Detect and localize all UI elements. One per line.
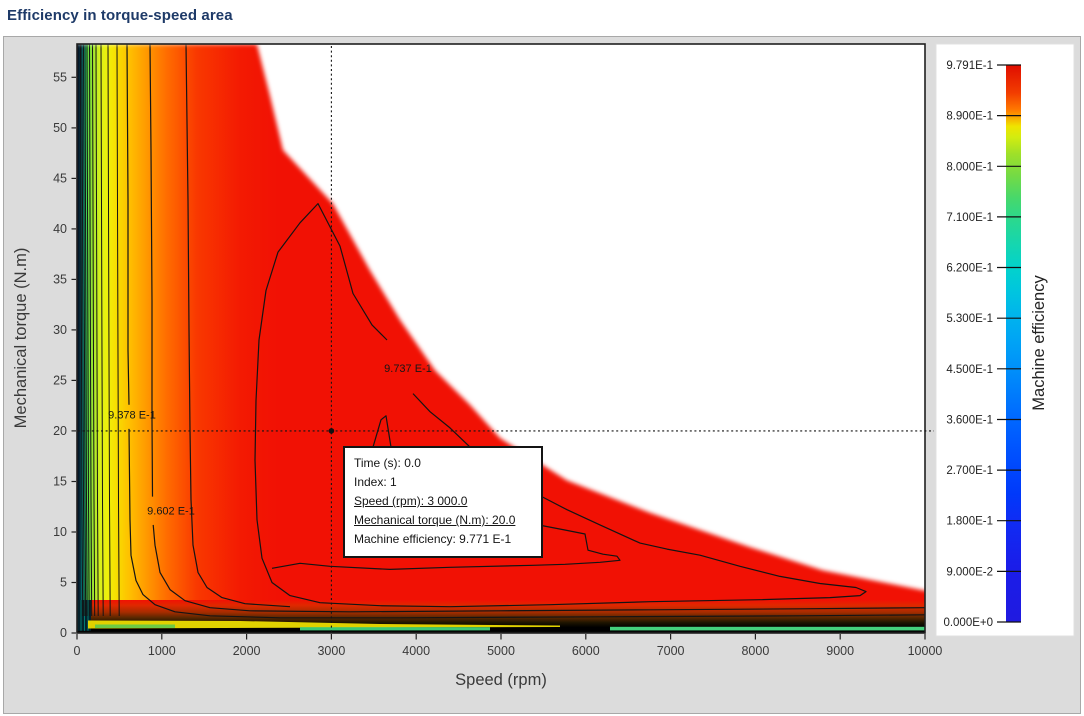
minor-contour-line <box>95 44 99 617</box>
yellow-band <box>88 620 560 629</box>
colorbar-tick-label: 3.600E-1 <box>946 415 993 427</box>
minor-contour-line <box>81 44 85 617</box>
colorbar-gradient <box>1006 65 1021 622</box>
x-tick-label: 8000 <box>741 644 769 658</box>
y-tick-label: 15 <box>53 475 67 489</box>
colorbar-tick-label: 8.900E-1 <box>946 111 993 123</box>
x-tick-label: 0 <box>74 644 81 658</box>
minor-contour-line <box>116 44 120 617</box>
out-of-envelope-region <box>77 44 925 591</box>
contour-line <box>271 523 621 571</box>
low-speed-gradient-band <box>77 44 277 633</box>
tooltip-line: Time (s): 0.0 <box>354 456 421 470</box>
efficiency-field[interactable]: 9.378 E-1 9.602 E-1 9.737 E-1 <box>70 16 960 635</box>
contour-line <box>372 415 392 448</box>
contour-line <box>126 44 130 405</box>
colorbar-tick-label: 6.200E-1 <box>946 263 993 275</box>
contour-label: 9.737 E-1 <box>384 363 432 375</box>
y-tick-label: 10 <box>53 525 67 539</box>
minor-contour-line <box>86 44 90 617</box>
contour-line <box>152 524 925 613</box>
contour-line <box>185 44 291 608</box>
colorbar-tick-label: 7.100E-1 <box>946 212 993 224</box>
colorbar-tick-label: 4.500E-1 <box>946 364 993 376</box>
x-tick-label: 10000 <box>908 644 943 658</box>
contour-line <box>128 428 925 619</box>
x-tick-label: 5000 <box>487 644 515 658</box>
y-tick-label: 40 <box>53 222 67 236</box>
colorbar-tick-label: 0.000E+0 <box>943 617 993 629</box>
minor-contour-line <box>89 44 93 617</box>
y-tick-label: 55 <box>53 71 67 85</box>
minor-contour-line <box>83 44 87 617</box>
colorbar-tick-label: 9.791E-1 <box>946 60 993 72</box>
x-tick-label: 2000 <box>233 644 261 658</box>
tooltip-line: Mechanical torque (N.m): 20.0 <box>354 513 516 527</box>
y-axis-title: Mechanical torque (N.m) <box>12 248 30 429</box>
colorbar-tick-label: 2.700E-1 <box>946 465 993 477</box>
x-tick-label: 4000 <box>402 644 430 658</box>
x-tick-label: 7000 <box>657 644 685 658</box>
minor-contour-line <box>107 44 111 617</box>
x-tick-label: 3000 <box>317 644 345 658</box>
probe-tooltip: Time (s): 0.0 Index: 1 Speed (rpm): 3 000.… <box>343 446 543 558</box>
colorbar-tick-label: 5.300E-1 <box>946 313 993 325</box>
y-tick-label: 30 <box>53 323 67 337</box>
y-tick-label: 5 <box>60 576 67 590</box>
axes: 0 1000 2000 3000 4000 5000 6000 7000 8000 9000 100… <box>12 43 943 689</box>
colorbar: 9.791E-1 8.900E-1 8.000E-1 7.100E-1 6.200E-1… <box>935 43 1075 637</box>
x-axis-title: Speed (rpm) <box>455 671 547 689</box>
y-tick-label: 35 <box>53 273 67 287</box>
colorbar-tick-label: 1.800E-1 <box>946 516 993 528</box>
y-tick-label: 50 <box>53 121 67 135</box>
probe-marker[interactable] <box>328 428 335 434</box>
y-tick-label: 20 <box>53 424 67 438</box>
minor-contour-line <box>84 44 88 617</box>
colorbar-tick-label: 9.000E-2 <box>946 566 993 578</box>
x-tick-label: 9000 <box>826 644 854 658</box>
minor-contour-line <box>80 44 84 617</box>
tooltip-line: Index: 1 <box>354 475 397 489</box>
y-tick-label: 45 <box>53 172 67 186</box>
y-tick-label: 25 <box>53 374 67 388</box>
plot-border <box>76 43 926 634</box>
contour-line <box>254 203 867 608</box>
page-title: Efficiency in torque-speed area <box>7 7 233 24</box>
crosshair[interactable] <box>78 46 934 632</box>
colorbar-title: Machine efficiency <box>1030 275 1048 411</box>
tooltip-line: Machine efficiency: 9.771 E-1 <box>354 532 512 546</box>
contour-line <box>149 44 154 497</box>
x-tick-label: 6000 <box>572 644 600 658</box>
x-tick-label: 1000 <box>148 644 176 658</box>
contour-label: 9.378 E-1 <box>108 409 156 421</box>
colorbar-tick-label: 8.000E-1 <box>946 161 993 173</box>
minor-contour-line <box>100 44 104 617</box>
tooltip-line: Speed (rpm): 3 000.0 <box>354 494 468 508</box>
y-tick-label: 0 <box>60 626 67 640</box>
contour-label: 9.602 E-1 <box>147 505 195 517</box>
minor-contour-line <box>92 44 96 617</box>
